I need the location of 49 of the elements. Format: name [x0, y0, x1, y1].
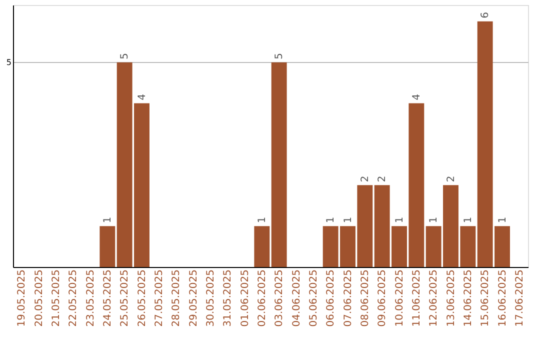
data-label: 4 — [136, 94, 148, 100]
data-label: 5 — [274, 52, 286, 60]
data-label: 1 — [256, 216, 268, 224]
bar — [100, 226, 116, 267]
data-label: 2 — [377, 176, 388, 182]
x-tick-label: 02.06.2025 — [256, 270, 268, 327]
data-label: 4 — [411, 94, 422, 100]
data-label: 2 — [360, 176, 371, 182]
x-tick-label: 13.06.2025 — [446, 270, 457, 327]
bar — [271, 62, 287, 267]
x-tick-label: 03.06.2025 — [274, 270, 286, 327]
x-tick-label: 25.05.2025 — [120, 270, 131, 327]
x-tick-label: 27.05.2025 — [154, 270, 165, 327]
x-tick-label: 21.05.2025 — [50, 270, 62, 327]
x-tick-label: 26.05.2025 — [136, 270, 148, 327]
x-tick-label: 22.05.2025 — [68, 270, 80, 327]
data-label: 6 — [480, 12, 492, 18]
x-tick-label: 01.06.2025 — [240, 270, 251, 327]
x-tick-label: 11.06.2025 — [411, 270, 422, 327]
x-tick-label: 08.06.2025 — [360, 270, 371, 327]
x-tick-label: 19.05.2025 — [16, 270, 28, 327]
x-tick-label: 07.06.2025 — [342, 270, 354, 327]
data-label: 1 — [462, 216, 474, 224]
x-tick-label: 31.05.2025 — [222, 270, 234, 327]
data-label: 5 — [120, 52, 131, 60]
data-label: 1 — [102, 216, 114, 224]
data-label: 1 — [342, 216, 354, 224]
x-tick-label: 29.05.2025 — [188, 270, 200, 327]
x-tick-label: 15.06.2025 — [480, 270, 492, 327]
x-tick-label: 28.05.2025 — [171, 270, 182, 327]
x-tick-label: 04.06.2025 — [291, 270, 302, 327]
data-label: 1 — [428, 216, 440, 224]
x-tick-label: 12.06.2025 — [428, 270, 440, 327]
data-label: 1 — [497, 216, 508, 224]
x-tick-label: 30.05.2025 — [205, 270, 216, 327]
data-label: 2 — [446, 176, 457, 182]
x-tick-label: 23.05.2025 — [85, 270, 96, 327]
x-tick-label: 10.06.2025 — [394, 270, 406, 327]
x-tick-label: 09.06.2025 — [377, 270, 388, 327]
bar — [254, 226, 270, 267]
data-label: 1 — [394, 216, 406, 224]
x-tick-label: 20.05.2025 — [34, 270, 45, 327]
data-label: 1 — [326, 216, 337, 224]
x-tick-label: 16.06.2025 — [497, 270, 508, 327]
x-tick-label: 14.06.2025 — [462, 270, 474, 327]
x-tick-label: 05.06.2025 — [308, 270, 320, 327]
x-tick-label: 06.06.2025 — [326, 270, 337, 327]
x-tick-label: 17.06.2025 — [514, 270, 526, 327]
x-tick-label: 24.05.2025 — [102, 270, 114, 327]
